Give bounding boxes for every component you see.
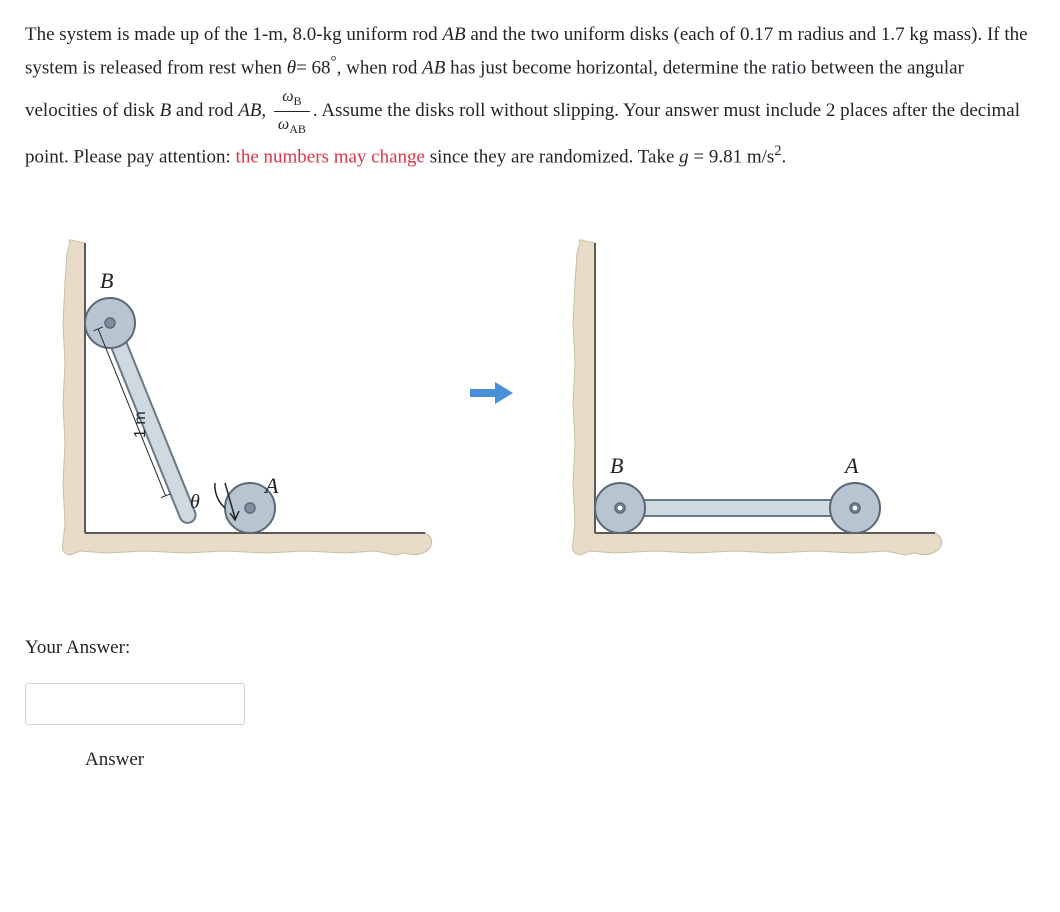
label-theta-fig1: θ <box>190 491 200 513</box>
problem-statement: The system is made up of the 1-m, 8.0-kg… <box>25 20 1035 173</box>
label-a-fig2: A <box>843 453 859 478</box>
fraction-denominator: ωAB <box>274 112 310 139</box>
text-p10: = 9.81 m/s <box>689 146 775 167</box>
disk-b: B <box>160 100 172 121</box>
text-p9: since they are randomized. Take <box>425 146 679 167</box>
text-p3: 68 <box>307 58 331 79</box>
answer-input[interactable] <box>25 683 245 725</box>
g-var: g <box>679 146 689 167</box>
answer-section: Your Answer: Answer <box>25 633 1035 776</box>
figure-final-svg: B A <box>535 203 955 583</box>
text-p1: The system is made up of the 1-m, 8.0-kg… <box>25 24 442 45</box>
figures-container: B A θ 1 m <box>25 203 1035 593</box>
ratio-fraction: ωBωAB <box>274 84 310 140</box>
text-p4: , when rod <box>337 58 422 79</box>
equals: = <box>296 58 307 79</box>
answer-label: Your Answer: <box>25 633 1035 663</box>
text-p6: and rod <box>171 100 238 121</box>
theta: θ <box>287 58 296 79</box>
text-p11: . <box>781 146 786 167</box>
label-b-fig2: B <box>610 453 623 478</box>
label-a-fig1: A <box>263 473 279 498</box>
answer-button-text: Answer <box>85 745 1035 775</box>
figure-initial: B A θ 1 m <box>25 203 445 593</box>
text-p7: , <box>261 100 271 121</box>
rod-name2: AB <box>422 58 445 79</box>
figure-final: B A <box>535 203 955 593</box>
rod-name: AB <box>442 24 465 45</box>
rod-name3: AB <box>238 100 261 121</box>
fraction-numerator: ωB <box>274 84 310 112</box>
figure-initial-svg: B A θ 1 m <box>25 203 445 583</box>
label-b-fig1: B <box>100 268 113 293</box>
arrow-between-icon <box>465 372 515 423</box>
red-warning: the numbers may change <box>236 146 425 167</box>
label-1m-fig1: 1 m <box>132 411 149 438</box>
